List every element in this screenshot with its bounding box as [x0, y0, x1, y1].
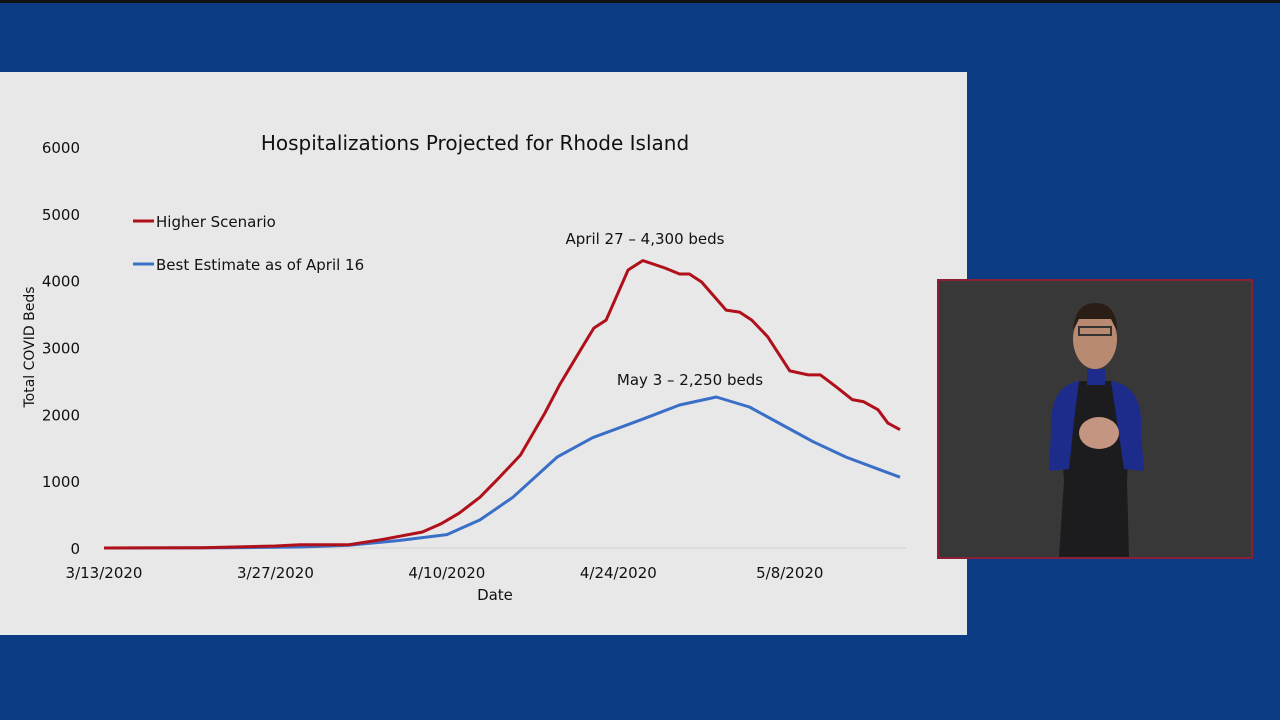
- series-line-higher-scenario: [103, 259, 901, 550]
- chart: Hospitalizations Projected for Rhode Isl…: [22, 131, 906, 604]
- slide: Hospitalizations Projected for Rhode Isl…: [0, 72, 967, 635]
- annotation-peak-higher: April 27 – 4,300 beds: [566, 230, 725, 248]
- y-axis-label: Total COVID Beds: [22, 286, 38, 408]
- x-tick-label: 5/8/2020: [756, 564, 823, 582]
- x-tick-label: 3/27/2020: [237, 564, 314, 582]
- chart-title: Hospitalizations Projected for Rhode Isl…: [261, 131, 689, 155]
- x-tick-label: 4/10/2020: [408, 564, 485, 582]
- sign-language-interpreter-video: [937, 279, 1253, 559]
- legend-label-higher: Higher Scenario: [156, 213, 276, 231]
- annotation-peak-best: May 3 – 2,250 beds: [617, 371, 763, 389]
- legend: Higher Scenario Best Estimate as of Apri…: [133, 213, 364, 274]
- y-tick-label: 6000: [42, 139, 80, 157]
- y-tick-label: 4000: [42, 273, 80, 291]
- interpreter-figure: [939, 281, 1251, 557]
- y-tick-label: 3000: [42, 340, 80, 358]
- y-tick-label: 5000: [42, 206, 80, 224]
- x-tick-label: 3/13/2020: [66, 564, 143, 582]
- top-bar: [0, 0, 1280, 3]
- x-axis-label: Date: [477, 586, 513, 604]
- y-tick-label: 2000: [42, 406, 80, 424]
- x-tick-label: 4/24/2020: [580, 564, 657, 582]
- legend-label-best: Best Estimate as of April 16: [156, 256, 364, 274]
- y-tick-label: 0: [70, 540, 80, 558]
- y-tick-label: 1000: [42, 473, 80, 491]
